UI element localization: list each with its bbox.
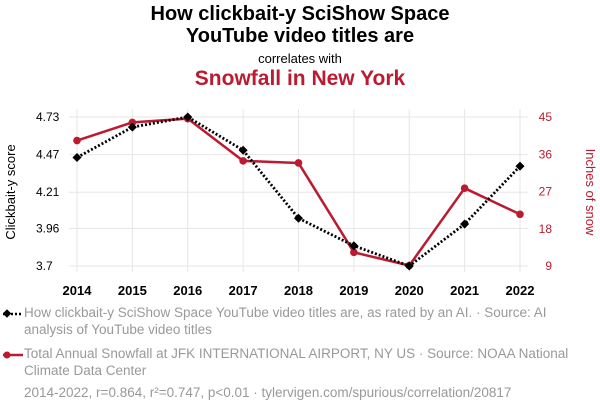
series-snowfall <box>73 114 524 270</box>
x-axis-ticks: 2014 2015 2016 2017 2018 2019 2020 2021 2022 <box>63 283 535 298</box>
left-tick-label: 4.73 <box>36 110 60 124</box>
legend-symbol-solid-circle <box>3 351 23 359</box>
legend-entry-snowfall: Total Annual Snowfall at JFK INTERNATION… <box>0 346 600 380</box>
left-tick-label: 3.96 <box>36 221 60 235</box>
series-clickbait-point <box>72 152 82 163</box>
series-snowfall-point <box>516 210 524 219</box>
series-clickbait-line <box>76 115 522 268</box>
left-tick-label: 4.21 <box>36 185 60 199</box>
x-tick-label: 2020 <box>395 283 424 298</box>
legend-symbol-dotted-diamond <box>2 309 23 318</box>
grid-lines <box>69 109 528 272</box>
chart-title-line-2: YouTube video titles are <box>185 25 415 47</box>
right-tick-label: 45 <box>539 110 553 124</box>
left-axis-ticks: 4.73 4.47 4.21 3.96 3.7 <box>36 110 60 273</box>
right-tick-label: 27 <box>539 185 553 199</box>
x-tick-label: 2018 <box>284 283 313 298</box>
series-snowfall-point <box>350 248 358 257</box>
right-tick-label: 18 <box>539 222 553 236</box>
x-tick-label: 2022 <box>506 283 535 298</box>
left-tick-label: 3.7 <box>36 259 53 273</box>
x-tick-label: 2015 <box>118 283 147 298</box>
x-tick-label: 2017 <box>229 283 258 298</box>
series-snowfall-point <box>294 159 303 167</box>
right-tick-label: 36 <box>539 147 553 161</box>
series-snowfall-point <box>128 118 137 127</box>
series-clickbait-point <box>293 213 304 223</box>
legend-text-snowfall: Total Annual Snowfall at JFK INTERNATION… <box>24 346 569 378</box>
x-tick-label: 2016 <box>173 283 202 298</box>
x-tick-label: 2014 <box>63 283 93 298</box>
right-tick-label: 9 <box>545 259 552 273</box>
legend-entry-clickbait: How clickbait-y SciShow Space YouTube vi… <box>0 305 600 339</box>
series-snowfall-point <box>73 136 81 145</box>
right-axis-ticks: 45 36 27 18 9 <box>539 110 553 273</box>
chart-title-line-3: Snowfall in New York <box>194 67 406 90</box>
right-axis-label: Inches of snow <box>583 149 598 236</box>
left-axis-label: Clickbait-y score <box>3 144 18 239</box>
legend-text-clickbait: How clickbait-y SciShow Space YouTube vi… <box>24 305 547 337</box>
x-tick-label: 2021 <box>450 283 479 298</box>
x-tick-label: 2019 <box>339 283 368 298</box>
series-snowfall-point <box>460 184 469 192</box>
series-clickbait-point <box>183 112 193 122</box>
chart-subtitle: correlates with <box>258 51 342 66</box>
chart-title-line-1: How clickbait-y SciShow Space <box>150 3 450 25</box>
series-snowfall-point <box>239 157 247 165</box>
series-clickbait-point <box>127 122 137 132</box>
footer-stats: 2014-2022, r=0.864, r²=0.747, p<0.01 · t… <box>24 385 512 400</box>
left-tick-label: 4.47 <box>36 148 60 162</box>
